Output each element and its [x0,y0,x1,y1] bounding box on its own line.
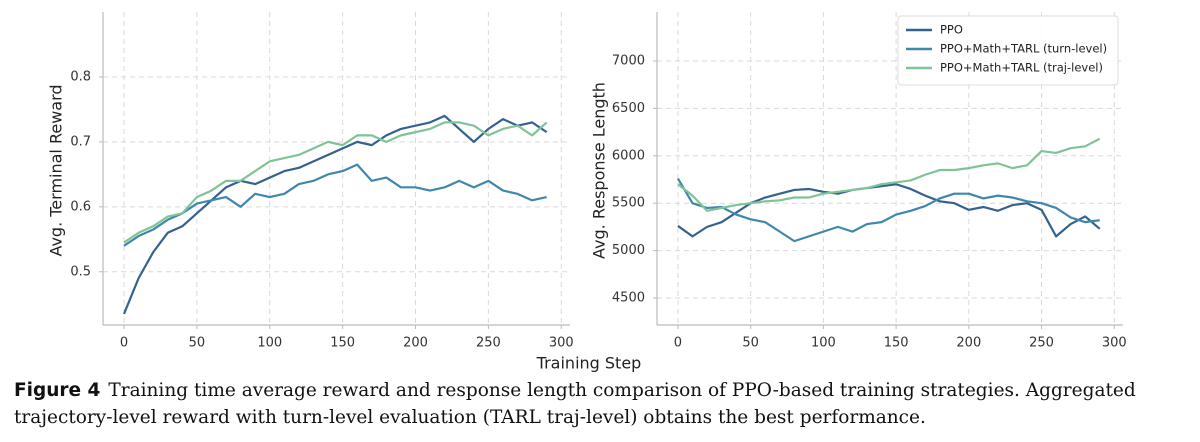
legend-label: PPO+Math+TARL (traj-level) [940,61,1103,75]
caption-label: Figure 4 [14,380,101,401]
x-tick-label: 100 [257,336,282,351]
y-tick-label: 5000 [612,243,645,258]
y-tick-label: 7000 [612,54,645,69]
y-axis-label: Avg. Terminal Reward [47,84,66,256]
x-tick-label: 300 [549,336,574,351]
series-line [123,163,547,247]
legend-label: PPO+Math+TARL (turn-level) [940,42,1107,56]
x-tick-label: 200 [403,336,428,351]
x-tick-label: 300 [1102,336,1127,351]
y-tick-label: 0.7 [70,134,91,149]
y-tick-label: 0.8 [70,69,91,84]
x-tick-label: 50 [742,336,759,351]
series-line [677,183,1101,238]
y-tick-label: 4500 [612,290,645,305]
y-tick-label: 6000 [612,148,645,163]
caption: Figure 4 Training time average reward and… [14,377,1186,431]
series-line [676,177,1100,243]
x-axis-label: Training Step [536,354,642,373]
legend-box [897,15,1119,86]
y-tick-label: 5500 [612,196,645,211]
y-tick-label: 6500 [612,101,645,116]
series-line [123,121,548,244]
y-tick-label: 0.6 [70,199,91,214]
caption-text: Training time average reward and respons… [14,380,1136,428]
legend-label: PPO [940,23,963,37]
x-tick-label: 150 [884,336,909,351]
x-tick-label: 200 [956,336,981,351]
x-tick-label: 250 [1029,336,1054,351]
series-line [122,114,548,315]
figure: Training Step 0.5 0.6 0.7 0.8 0 50 100 150 200 25… [47,12,1127,373]
x-tick-label: 50 [189,336,206,351]
series-line [677,137,1101,212]
x-tick-label: 0 [674,336,682,351]
x-tick-label: 150 [330,336,355,351]
y-axis-label: Avg. Response Length [590,82,609,259]
x-tick-label: 0 [120,336,128,351]
x-tick-label: 100 [811,336,836,351]
y-tick-label: 0.5 [70,264,91,279]
x-tick-label: 250 [476,336,501,351]
